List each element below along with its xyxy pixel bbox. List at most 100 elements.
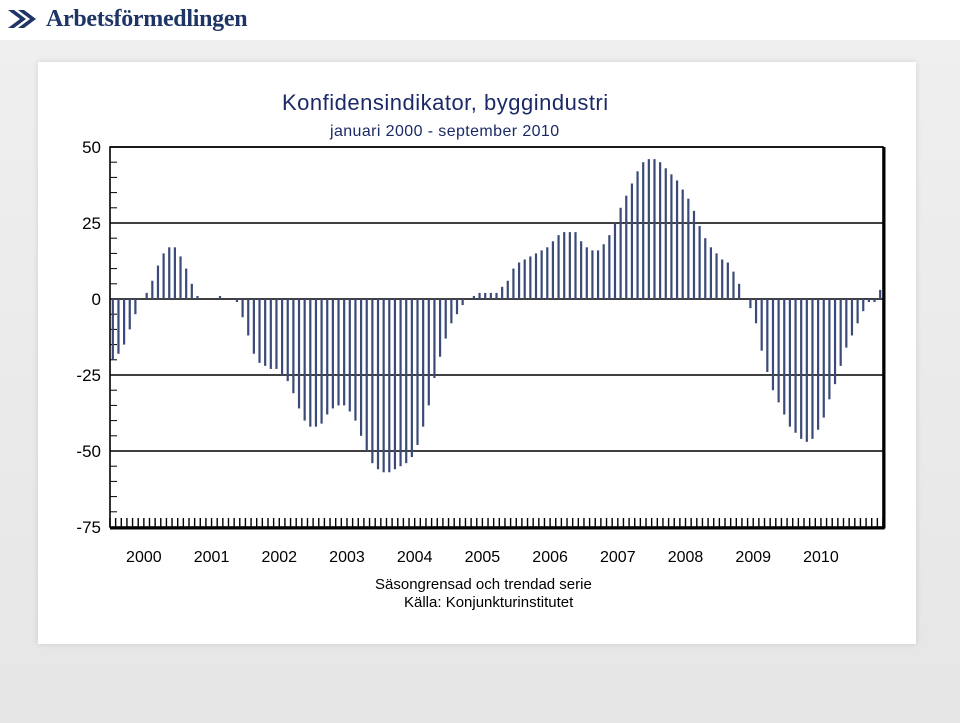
bar [399,299,402,467]
chart-title: Konfidensindikator, byggindustri [282,90,609,115]
bar [297,299,301,409]
bar [625,195,628,299]
x-year-label: 2006 [532,549,568,566]
bar [879,289,882,299]
bar [455,299,459,315]
bar [574,232,577,299]
bar [704,238,707,299]
bar [709,247,713,299]
bar [309,299,312,427]
bar [529,256,532,299]
bar [506,280,509,299]
series-note: Säsongrensad och trendad serie [375,576,592,593]
x-year-label: 2000 [126,549,162,566]
bar [867,299,870,303]
bar [726,262,729,299]
bar [371,299,374,464]
source-note: Källa: Konjunkturinstitutet [404,594,574,611]
bar [156,265,160,299]
bar [433,299,436,379]
bar [540,250,543,299]
bar [692,210,696,299]
y-tick-label: 25 [82,214,101,233]
bar [190,283,193,299]
bar [117,299,120,354]
x-year-label: 2001 [194,549,230,566]
plot-frame [109,146,884,528]
bar [715,253,718,299]
bar [450,299,453,324]
bar [472,295,476,299]
bar [489,292,492,299]
bar [636,171,639,299]
bar [393,299,397,470]
bar [326,299,329,415]
bar [523,259,526,299]
bar [687,198,690,299]
bar [800,299,803,439]
bar [647,159,650,299]
chart-subtitle: januari 2000 - september 2010 [330,123,560,140]
bar [845,299,848,348]
bar [794,299,797,433]
bar [585,247,588,299]
bar [805,299,808,442]
bar [833,299,837,385]
bar [241,299,244,318]
y-tick-label: 0 [92,290,101,309]
bar [292,299,295,394]
bar [563,232,566,299]
bar [478,292,481,299]
bar [681,189,684,299]
y-tick-label: -75 [76,518,101,537]
bar [653,159,656,299]
bar [608,235,611,299]
bar [196,295,199,299]
bar [850,299,854,336]
bar [732,271,735,299]
bar [754,299,758,324]
bar [873,299,876,303]
bar [286,299,289,382]
bar [405,299,408,464]
bar [111,299,114,360]
bar [664,168,667,299]
bar [495,292,498,299]
bar [862,299,865,312]
bar [331,299,334,409]
bar [675,180,679,299]
bar [337,299,340,406]
bar [427,299,430,406]
bar [123,299,126,345]
bar [670,174,673,299]
bar [738,283,741,299]
bar [422,299,425,427]
bar [376,299,380,470]
bar [416,299,419,445]
bar [613,223,617,299]
bar [788,299,792,427]
bar [151,280,154,299]
bar [828,299,831,400]
x-year-label: 2007 [600,549,636,566]
bar [659,162,662,299]
bar [534,253,538,299]
bar [303,299,306,421]
bar [721,259,724,299]
bar [438,299,442,357]
bar [382,299,385,473]
bar [602,244,605,299]
bar [484,292,487,299]
bar [760,299,763,351]
bar [698,226,701,299]
bar [642,162,645,299]
bar [348,299,351,412]
bar [185,268,188,299]
bar [252,299,255,354]
x-year-label: 2003 [329,549,365,566]
bar [596,250,600,299]
bar [817,299,820,430]
bar [128,299,131,330]
bar [517,262,521,299]
